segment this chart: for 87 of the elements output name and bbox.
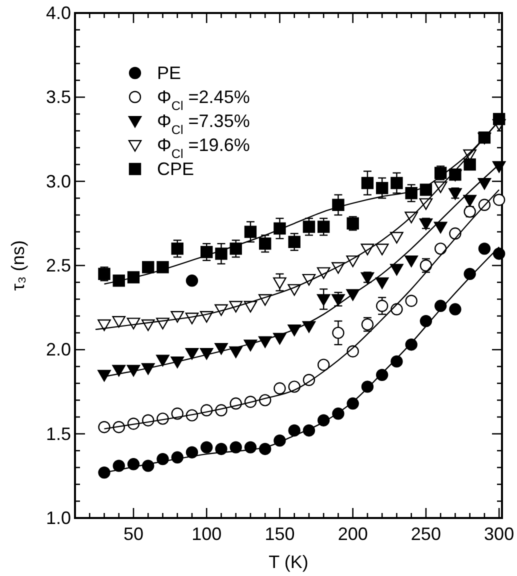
point bbox=[244, 340, 258, 352]
x-tick-label: 300 bbox=[484, 524, 514, 544]
point bbox=[126, 318, 140, 330]
y-tick-label: 2.5 bbox=[46, 256, 71, 276]
y-tick-label: 1.0 bbox=[46, 508, 71, 528]
point bbox=[170, 311, 184, 323]
point bbox=[215, 442, 228, 456]
point bbox=[273, 277, 286, 289]
point bbox=[420, 314, 432, 328]
point bbox=[376, 182, 388, 194]
legend-label: CPE bbox=[157, 159, 194, 179]
x-tick-label: 200 bbox=[338, 524, 368, 544]
point bbox=[171, 242, 184, 255]
point bbox=[112, 316, 126, 328]
point bbox=[332, 294, 345, 306]
point bbox=[492, 194, 506, 206]
point bbox=[332, 198, 344, 211]
point bbox=[302, 220, 316, 233]
y-tick-label: 3.5 bbox=[46, 87, 71, 108]
point bbox=[259, 238, 272, 250]
point bbox=[186, 274, 198, 287]
point bbox=[244, 226, 257, 238]
y-tick-label: 3.0 bbox=[46, 171, 71, 192]
point bbox=[464, 158, 476, 171]
point bbox=[390, 232, 404, 244]
point bbox=[98, 319, 111, 332]
x-axis-title: T (K) bbox=[268, 552, 308, 572]
point bbox=[390, 355, 403, 368]
point bbox=[288, 236, 300, 248]
point bbox=[185, 348, 199, 360]
x-tick-label: 250 bbox=[410, 524, 441, 544]
x-tick-label: 100 bbox=[192, 524, 222, 544]
x-tick-label: 150 bbox=[264, 524, 295, 544]
point bbox=[112, 460, 125, 472]
point bbox=[112, 364, 126, 377]
point bbox=[142, 261, 154, 274]
point bbox=[375, 244, 389, 256]
point bbox=[127, 271, 140, 284]
point bbox=[405, 294, 418, 307]
point bbox=[200, 441, 213, 454]
y-tick-label: 4.0 bbox=[46, 3, 71, 23]
point bbox=[434, 242, 447, 255]
point bbox=[376, 300, 388, 312]
point bbox=[200, 348, 214, 360]
point bbox=[478, 242, 491, 255]
point bbox=[214, 342, 228, 355]
point bbox=[274, 222, 286, 235]
point bbox=[463, 194, 476, 206]
point bbox=[492, 248, 506, 260]
point bbox=[230, 242, 242, 255]
point bbox=[156, 261, 169, 274]
point bbox=[288, 424, 300, 437]
point bbox=[186, 446, 198, 458]
point bbox=[126, 364, 140, 377]
legend-label: Φ$_{Cl}$ =7.35% bbox=[157, 111, 250, 137]
point bbox=[390, 264, 404, 276]
point bbox=[215, 248, 228, 260]
point bbox=[302, 321, 316, 333]
y-axis-title: τ₃ (ns) bbox=[8, 240, 28, 291]
point bbox=[230, 441, 242, 454]
point bbox=[317, 220, 330, 233]
y-tick-label: 1.5 bbox=[46, 424, 71, 444]
point bbox=[274, 382, 286, 394]
point bbox=[404, 255, 418, 268]
legend-label: Φ$_{Cl}$ =19.6% bbox=[157, 135, 250, 161]
point bbox=[405, 187, 418, 200]
point bbox=[98, 421, 110, 434]
x-tick-label: 50 bbox=[123, 524, 144, 544]
point bbox=[390, 176, 403, 190]
point bbox=[156, 354, 170, 366]
point bbox=[332, 326, 344, 339]
point bbox=[434, 222, 448, 234]
point bbox=[98, 466, 110, 479]
point bbox=[449, 303, 462, 316]
point bbox=[492, 112, 506, 126]
point bbox=[98, 370, 111, 382]
point bbox=[478, 178, 492, 190]
point bbox=[141, 363, 155, 375]
point bbox=[420, 184, 432, 196]
legend-label: Φ$_{Cl}$ =2.45% bbox=[157, 87, 250, 113]
point bbox=[492, 161, 506, 173]
point bbox=[316, 294, 330, 306]
point bbox=[361, 176, 374, 190]
point bbox=[317, 358, 330, 371]
y-tick-label: 2.0 bbox=[46, 340, 71, 360]
point bbox=[375, 277, 389, 289]
legend-label: PE bbox=[157, 63, 182, 83]
